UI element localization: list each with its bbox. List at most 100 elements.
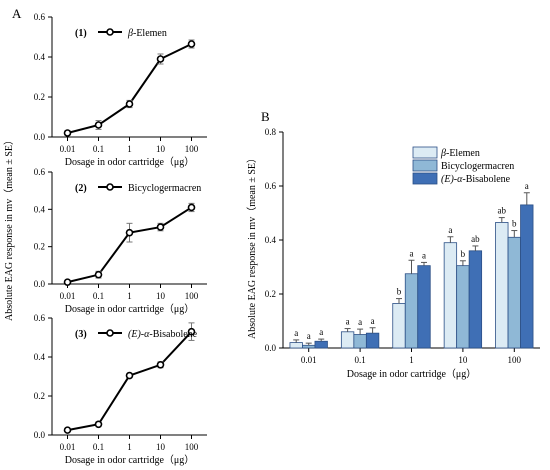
y-tick-label: 0.6 xyxy=(265,181,277,191)
bar-chart: 0.0 0.2 0.4 0.6 0.8 0.01 0.1 1 10 100 Dosage in od… xyxy=(246,127,540,380)
y-tick-label: 0.4 xyxy=(265,235,277,245)
bar xyxy=(417,265,431,349)
y-tick-label: 0.4 xyxy=(34,352,46,362)
significance-label: a xyxy=(346,317,350,327)
legend-marker xyxy=(106,28,114,36)
significance-label: a xyxy=(307,331,311,341)
x-tick-label: 10 xyxy=(156,291,166,301)
bar xyxy=(443,242,458,349)
significance-label: a xyxy=(410,248,414,258)
significance-label: b xyxy=(461,249,466,259)
x-axis-label: Dosage in odor cartridge（μg） xyxy=(65,156,195,168)
x-tick-label: 0.1 xyxy=(354,355,365,365)
significance-label: a xyxy=(319,327,323,337)
y-tick-label: 0.8 xyxy=(265,127,277,137)
bar xyxy=(365,332,380,349)
significance-label: ab xyxy=(498,206,507,216)
x-tick-label: 0.01 xyxy=(60,442,76,452)
y-tick-label: 0.0 xyxy=(34,279,46,289)
bar xyxy=(314,340,328,349)
legend-swatch xyxy=(412,172,438,185)
x-tick-label: 1 xyxy=(127,442,132,452)
bar xyxy=(456,265,470,349)
x-tick-label: 1 xyxy=(409,355,414,365)
x-tick-label: 10 xyxy=(156,442,166,452)
y-axis-label: Absolute EAG response in mv（mean ± SE） xyxy=(3,135,15,321)
significance-label: ab xyxy=(471,234,480,244)
data-point xyxy=(125,371,134,380)
x-tick-label: 100 xyxy=(185,291,199,301)
bar xyxy=(392,303,406,349)
y-axis-label: Absolute EAG response in mv（mean ± SE） xyxy=(246,153,258,339)
data-point xyxy=(156,55,165,63)
line-chart-1: 0.0 0.2 0.4 0.6 0.01 0.1 1 10 100 Dosage in odor … xyxy=(34,12,207,168)
y-tick-label: 0.2 xyxy=(34,92,45,102)
significance-label: a xyxy=(371,316,375,326)
y-tick-label: 0.0 xyxy=(34,430,46,440)
panel-label-a: A xyxy=(12,6,22,21)
x-tick-label: 0.1 xyxy=(93,442,104,452)
x-tick-label: 1 xyxy=(127,291,132,301)
legend-label: β-Elemen xyxy=(440,148,480,159)
data-point xyxy=(63,129,72,137)
data-point xyxy=(94,420,103,429)
legend-swatch xyxy=(412,159,438,172)
series-line xyxy=(67,43,192,134)
x-tick-label: 100 xyxy=(185,442,199,452)
data-point xyxy=(187,327,196,336)
data-point xyxy=(187,40,196,48)
x-tick-label: 100 xyxy=(508,355,522,365)
significance-label: a xyxy=(448,225,452,235)
legend-marker xyxy=(106,329,114,337)
y-tick-label: 0.2 xyxy=(265,289,276,299)
y-tick-label: 0.2 xyxy=(34,391,45,401)
bar xyxy=(495,222,509,349)
y-tick-label: 0.6 xyxy=(34,167,46,177)
x-tick-label: 10 xyxy=(156,144,166,154)
legend-marker xyxy=(106,183,114,191)
y-tick-label: 0.4 xyxy=(34,52,46,62)
significance-label: b xyxy=(397,287,402,297)
x-axis-label: Dosage in odor cartridge（μg） xyxy=(65,303,195,315)
y-tick-label: 0.4 xyxy=(34,204,46,214)
line-chart-2: 0.0 0.2 0.4 0.6 0.01 0.1 1 10 100 Dosage in odor … xyxy=(3,135,207,321)
x-tick-label: 100 xyxy=(185,144,199,154)
legend-label: β-Elemen xyxy=(127,28,167,39)
legend-label: Bicyclogermacren xyxy=(441,161,514,172)
x-tick-label: 0.1 xyxy=(93,291,104,301)
bar xyxy=(468,250,483,349)
legend-label: Bicyclogermacren xyxy=(128,183,201,194)
x-tick-label: 0.01 xyxy=(60,291,76,301)
legend-swatch xyxy=(412,146,438,159)
bar xyxy=(340,331,355,349)
y-tick-label: 0.2 xyxy=(34,242,45,252)
x-tick-label: 0.01 xyxy=(301,355,317,365)
y-tick-label: 0.0 xyxy=(265,343,277,353)
legend-label: (E)-α-Bisabolene xyxy=(441,174,511,185)
bar xyxy=(302,344,316,349)
bar xyxy=(289,342,303,349)
x-tick-label: 10 xyxy=(458,355,468,365)
x-axis-label: Dosage in odor cartridge（μg） xyxy=(65,454,195,466)
significance-label: b xyxy=(512,219,517,229)
legend-number: (3) xyxy=(75,329,87,340)
series-line xyxy=(67,330,193,432)
data-point xyxy=(156,360,165,369)
legend-label: (E)-α-Bisabolene xyxy=(128,329,198,340)
bar xyxy=(507,236,521,349)
bar xyxy=(520,204,534,349)
line-chart-3: 0.0 0.2 0.4 0.6 0.01 0.1 1 10 100 Dosage in odor … xyxy=(34,313,207,466)
significance-label: a xyxy=(294,328,298,338)
data-point xyxy=(156,223,165,231)
y-tick-label: 0.6 xyxy=(34,12,46,22)
x-tick-label: 0.01 xyxy=(60,144,76,154)
y-tick-label: 0.6 xyxy=(34,313,46,323)
series-line xyxy=(67,206,193,284)
significance-label: a xyxy=(525,181,529,191)
data-point xyxy=(63,426,72,434)
bar xyxy=(404,273,419,349)
legend-number: (1) xyxy=(75,28,87,39)
y-tick-label: 0.0 xyxy=(34,132,46,142)
x-axis-label: Dosage in odor cartridge（μg） xyxy=(347,368,477,380)
